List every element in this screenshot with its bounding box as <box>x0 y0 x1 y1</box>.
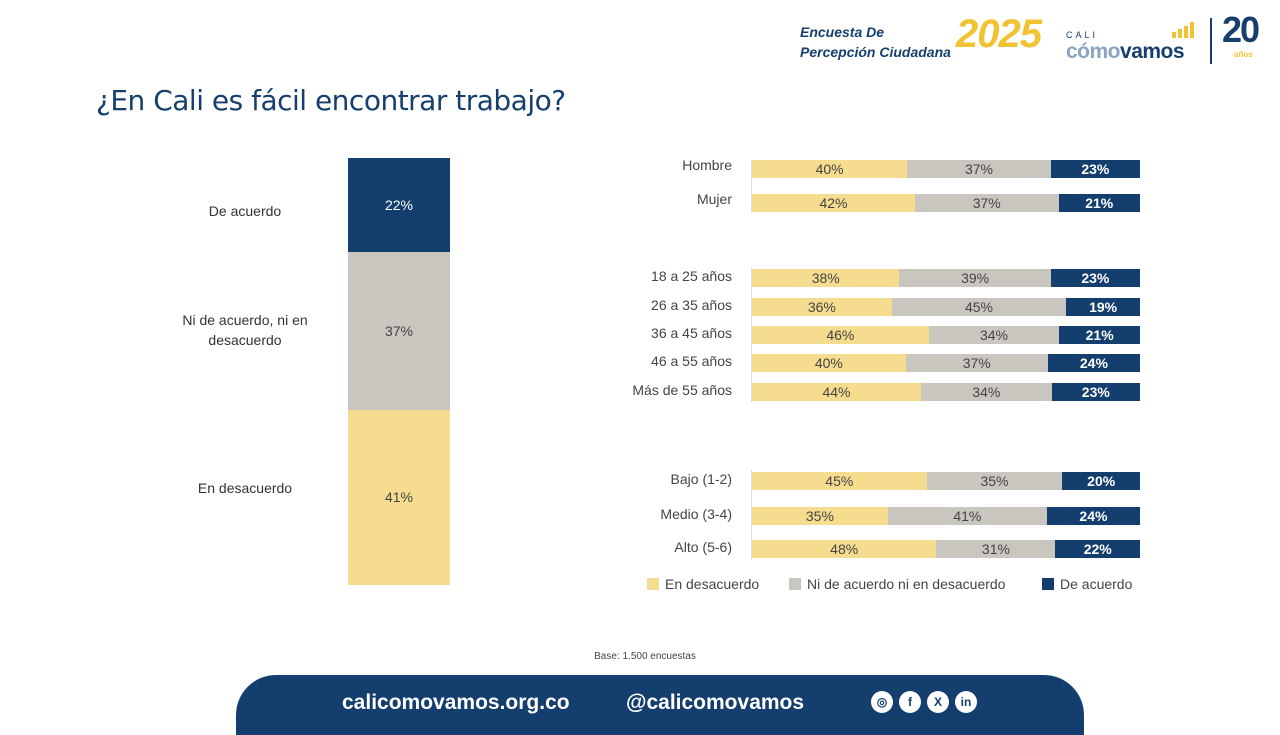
website-link[interactable]: calicomovamos.org.co <box>342 691 570 714</box>
survey-year: 2025 <box>956 12 1042 56</box>
survey-logo: Encuesta De Percepción Ciudadana <box>800 22 951 62</box>
bar-segment: 24% <box>1047 354 1140 372</box>
category-label: De acuerdo <box>208 203 282 219</box>
facebook-icon[interactable]: f <box>899 691 921 713</box>
row-label: Medio (3-4) <box>660 506 732 522</box>
bar-segment: 31% <box>936 540 1056 558</box>
bar-segment: 46% <box>752 326 929 344</box>
legend-label: En desacuerdo <box>665 576 760 592</box>
anniversary-text: años <box>1234 50 1253 59</box>
bar-segment: 36% <box>752 298 892 316</box>
column-segment: 37% <box>348 251 450 410</box>
bar-segment: 39% <box>899 269 1051 287</box>
bar-segment: 23% <box>1051 383 1140 401</box>
legend-de-acuerdo: De acuerdo <box>1042 576 1132 592</box>
social-handle[interactable]: @calicomovamos <box>626 691 805 714</box>
bar-segment: 23% <box>1050 160 1140 178</box>
axis-line <box>751 470 752 560</box>
bar-segment: 24% <box>1046 507 1140 525</box>
linkedin-icon[interactable]: in <box>955 691 977 713</box>
survey-title-line1: Encuesta De <box>800 24 885 40</box>
legend-swatch <box>647 578 659 590</box>
legend-en-desacuerdo: En desacuerdo <box>647 576 759 592</box>
brand-a: cómo <box>1066 40 1121 63</box>
column-segment: 22% <box>348 158 450 252</box>
bar-segment: 20% <box>1062 472 1140 490</box>
bar-segment: 41% <box>887 507 1047 525</box>
anniversary-logo: 20 años <box>1222 9 1260 60</box>
legend-label: Ni de acuerdo ni en desacuerdo <box>807 576 1006 592</box>
bar-segment: 40% <box>752 354 906 372</box>
bar-segment: 37% <box>907 160 1051 178</box>
bar-segment: 22% <box>1055 540 1140 558</box>
row-label: Hombre <box>682 157 732 173</box>
brand-small: CALI <box>1066 30 1099 40</box>
bar-segment: 21% <box>1058 194 1140 212</box>
legend-swatch <box>789 578 801 590</box>
axis-line <box>751 268 752 402</box>
row-label: Más de 55 años <box>632 382 732 398</box>
bar-segment: 19% <box>1066 298 1140 316</box>
bar-segment: 23% <box>1050 269 1140 287</box>
brand-logo: cómovamos <box>1066 40 1185 64</box>
bar-segment: 34% <box>921 383 1052 401</box>
bar-segment: 40% <box>752 160 908 178</box>
row-label: 46 a 55 años <box>651 353 732 369</box>
bar-segment: 34% <box>928 326 1060 344</box>
category-label: En desacuerdo <box>197 480 293 496</box>
bar-segment: 35% <box>752 507 888 525</box>
anniversary-number: 20 <box>1222 9 1260 50</box>
instagram-icon[interactable]: ◎ <box>871 691 893 713</box>
category-label: Ni de acuerdo, ni en desacuerdo <box>182 312 308 348</box>
x-icon[interactable]: X <box>927 691 949 713</box>
axis-line <box>751 160 752 212</box>
bar-segment: 45% <box>891 298 1067 316</box>
bar-segment: 44% <box>752 383 922 401</box>
row-label: Bajo (1-2) <box>670 471 732 487</box>
bar-segment: 42% <box>752 194 915 212</box>
page-title: ¿En Cali es fácil encontrar trabajo? <box>96 84 566 117</box>
bar-segment: 37% <box>914 194 1059 212</box>
row-label: Mujer <box>696 191 732 207</box>
logo-divider <box>1210 18 1212 64</box>
base-note: Base: 1.500 encuestas <box>594 651 696 662</box>
legend-label: De acuerdo <box>1060 576 1133 592</box>
bar-segment: 35% <box>926 472 1063 490</box>
bar-segment: 48% <box>752 540 937 558</box>
row-label: 26 a 35 años <box>651 297 732 313</box>
column-segment: 41% <box>348 409 450 585</box>
legend-ni: Ni de acuerdo ni en desacuerdo <box>789 576 1005 592</box>
row-label: 18 a 25 años <box>651 268 732 284</box>
row-label: Alto (5-6) <box>674 539 732 555</box>
bar-segment: 45% <box>752 472 927 490</box>
brand-b: vamos <box>1120 40 1185 63</box>
bar-segment: 38% <box>752 269 900 287</box>
survey-title-line2: Percepción Ciudadana <box>800 44 951 60</box>
legend-swatch <box>1042 578 1054 590</box>
row-label: 36 a 45 años <box>651 325 732 341</box>
bar-segment: 21% <box>1059 326 1140 344</box>
footer: calicomovamos.org.co @calicomovamos ◎ f … <box>236 675 1084 735</box>
bar-segment: 37% <box>905 354 1048 372</box>
signal-bars-icon <box>1172 22 1194 38</box>
